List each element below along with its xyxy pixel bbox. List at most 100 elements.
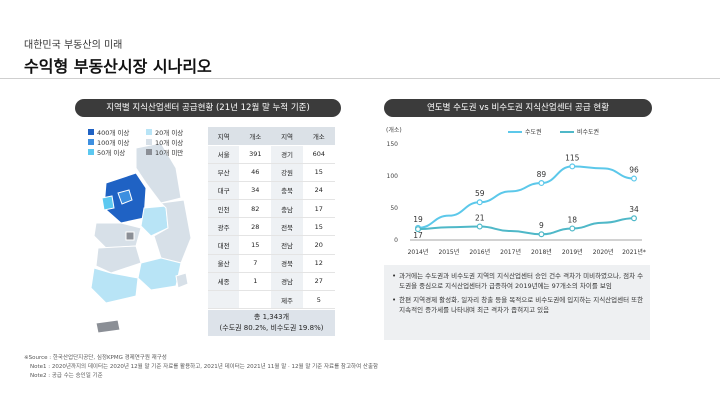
- data-point: [414, 226, 421, 233]
- count-cell: 5: [302, 290, 335, 310]
- data-point: [476, 223, 483, 230]
- legend-item: 20개 이상: [146, 127, 183, 137]
- count-cell: [239, 290, 272, 310]
- header-divider: [0, 78, 720, 79]
- x-tick-label: 2021년*: [622, 248, 646, 256]
- map-chungbuk: [140, 205, 169, 237]
- region-cell: 광주: [208, 217, 240, 237]
- legend-item: 10개 이상: [146, 137, 183, 147]
- data-label: 34: [629, 205, 639, 214]
- data-point: [569, 163, 576, 170]
- data-label: 89: [537, 170, 547, 179]
- data-label: 18: [568, 215, 578, 224]
- map-jeju: [95, 319, 121, 334]
- data-point: [538, 180, 545, 187]
- series-line-0: [417, 165, 635, 229]
- legend-item: 400개 이상: [88, 127, 129, 137]
- legend-label: 수도권: [525, 128, 542, 136]
- y-tick-label: 100: [387, 173, 399, 180]
- table-row: 제주 5: [208, 290, 335, 310]
- region-cell: 강원: [271, 163, 303, 182]
- region-cell: 세종: [208, 272, 240, 292]
- region-cell: [208, 290, 240, 310]
- y-tick-label: 50: [390, 205, 398, 212]
- data-label: 96: [629, 166, 639, 175]
- count-cell: 17: [302, 199, 335, 219]
- x-tick-label: 2017년: [500, 248, 521, 256]
- table-row: 대구 34 충북 24: [208, 181, 335, 201]
- legend-item: 50개 이상: [88, 147, 125, 157]
- y-tick-label: 150: [387, 141, 399, 148]
- region-cell: 울산: [208, 254, 240, 273]
- data-label: 59: [475, 189, 485, 198]
- x-tick-label: 2020년: [593, 248, 614, 256]
- x-tick-label: 2018년: [531, 248, 552, 256]
- data-point: [569, 225, 576, 232]
- x-tick-label: 2019년: [562, 248, 583, 256]
- table-row: 서울 391 경기 604: [208, 145, 335, 164]
- region-cell: 인천: [208, 199, 240, 219]
- count-cell: 1: [239, 272, 272, 292]
- region-supply-table: 지역 개소 지역 개소 서울 391 경기 604 부산 46 강원 15 대구 34 충북 24 인천…: [208, 127, 335, 310]
- count-cell: 82: [239, 199, 272, 219]
- region-cell: 부산: [208, 163, 240, 182]
- footnote-note2: Note2 : 공급 수는 승인일 기준: [30, 373, 103, 379]
- count-cell: 46: [239, 163, 272, 182]
- insight-item: • 과거에는 수도권과 비수도권 지역의 지식산업센터 승인 건수 격차가 미비하…: [392, 272, 644, 290]
- col-header: 지역: [271, 127, 303, 146]
- map-gyeongnam: [137, 257, 182, 291]
- page-title: 수익형 부동산시장 시나리오: [24, 57, 212, 76]
- x-tick-label: 2016년: [469, 248, 490, 256]
- region-cell: 대구: [208, 181, 240, 201]
- yearly-supply-title: 연도별 수도권 vs 비수도권 지식산업센터 공급 현황: [384, 99, 652, 117]
- data-point: [476, 199, 483, 206]
- legend-label: 비수도권: [577, 128, 599, 136]
- x-tick-label: 2014년: [408, 248, 429, 256]
- yearly-supply-chart: (개소) 0 50 100 150 2014년 2015년 2016년 2017년 2018년 20…: [386, 126, 646, 256]
- map-daejeon: [125, 231, 135, 241]
- map-jeonbuk: [95, 245, 142, 274]
- data-point: [631, 175, 638, 182]
- data-label: 21: [475, 214, 485, 223]
- table-row: 세종 1 경남 27: [208, 272, 335, 292]
- col-header: 개소: [239, 127, 272, 146]
- count-cell: 34: [239, 181, 272, 201]
- region-cell: 충북: [271, 181, 303, 201]
- region-cell: 충남: [271, 199, 303, 219]
- data-label: 17: [413, 231, 423, 240]
- map-seoul: [117, 189, 133, 205]
- footnote-source: ※Source : 한국산업단지공단, 심정KPMG 경제연구원 재구성: [24, 355, 167, 361]
- total-summary: 총 1,343개 (수도권 80.2%, 비수도권 19.8%): [208, 310, 335, 336]
- region-cell: 제주: [271, 290, 303, 310]
- map-jeonnam: [90, 267, 139, 304]
- map-busan: [175, 272, 189, 289]
- footnote-note1: Note1 : 2020년까지의 데이터는 2020년 12월 말 기준 자료를…: [30, 364, 379, 370]
- map-gangwon: [135, 142, 182, 204]
- table-row: 부산 46 강원 15: [208, 163, 335, 182]
- col-header: 개소: [302, 127, 335, 146]
- insight-item: • 한편 지역경제 활성화, 일자리 창출 등을 목적으로 비수도권에 입지하는 …: [392, 296, 644, 314]
- data-point: [538, 231, 545, 238]
- map-incheon: [101, 195, 115, 211]
- count-cell: 15: [302, 217, 335, 237]
- region-cell: 전남: [271, 235, 303, 255]
- count-cell: 24: [302, 181, 335, 201]
- table-header-row: 지역 개소 지역 개소: [208, 127, 335, 146]
- data-label: 9: [539, 221, 544, 230]
- region-cell: 경북: [271, 254, 303, 273]
- regional-supply-title: 지역별 지식산업센터 공급현황 (21년 12월 말 누적 기준): [75, 99, 341, 117]
- count-cell: 12: [302, 254, 335, 273]
- count-cell: 28: [239, 217, 272, 237]
- y-unit-label: (개소): [386, 126, 402, 134]
- legend-item: 10개 미만: [146, 147, 183, 157]
- page-subtitle: 대한민국 부동산의 미래: [24, 40, 123, 51]
- data-label: 115: [565, 153, 580, 162]
- insight-box: • 과거에는 수도권과 비수도권 지역의 지식산업센터 승인 건수 격차가 미비하…: [384, 265, 650, 340]
- legend-item: 100개 이상: [88, 137, 129, 147]
- count-cell: 15: [239, 235, 272, 255]
- count-cell: 7: [239, 254, 272, 273]
- region-cell: 경기: [271, 145, 303, 164]
- data-point: [631, 215, 638, 222]
- total-count: 총 1,343개: [253, 313, 290, 321]
- count-cell: 391: [239, 145, 272, 164]
